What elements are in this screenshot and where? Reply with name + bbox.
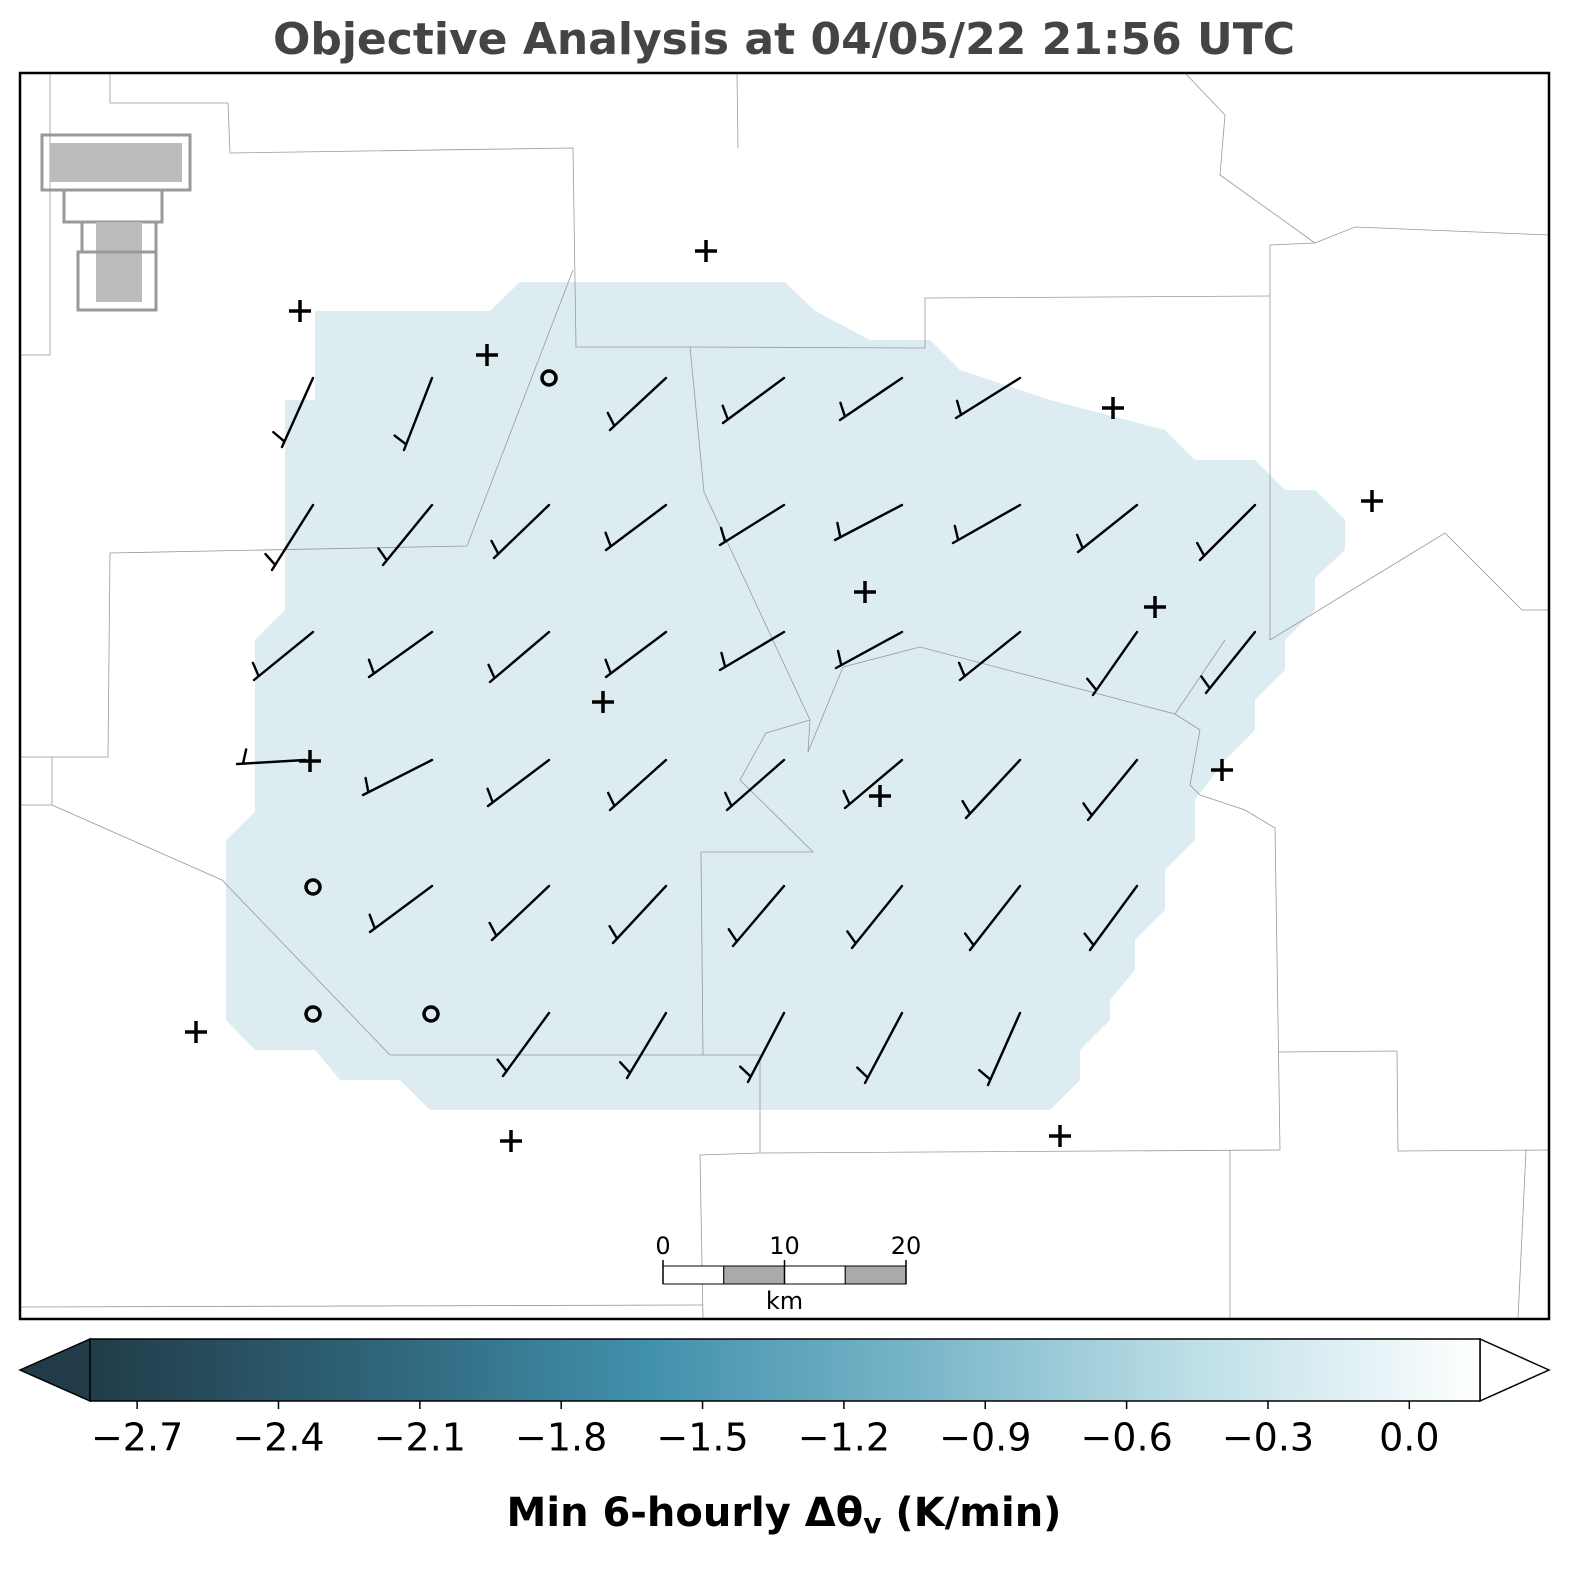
colorbar-tick-label: −1.8 bbox=[515, 1416, 607, 1460]
wind-barb bbox=[833, 503, 904, 542]
colorbar-tick-label: −1.2 bbox=[798, 1416, 890, 1460]
wind-barb bbox=[1195, 503, 1257, 562]
station-plus bbox=[695, 240, 717, 262]
station-plus bbox=[476, 344, 498, 366]
station-plus bbox=[854, 581, 876, 603]
wind-barb bbox=[856, 1011, 904, 1085]
wind-barb bbox=[618, 1011, 668, 1080]
wind-barb bbox=[272, 376, 315, 449]
colorbar-tick-label: −2.7 bbox=[91, 1416, 183, 1460]
wind-barb bbox=[604, 630, 668, 679]
wind-barb bbox=[846, 884, 904, 950]
station-plus bbox=[1144, 596, 1166, 618]
logo bbox=[40, 133, 192, 312]
wind-barb bbox=[1083, 884, 1139, 952]
station-calm bbox=[540, 369, 558, 387]
map: 0 10 20 km bbox=[20, 73, 1549, 1319]
scale-segment bbox=[662, 1265, 725, 1285]
station-calm bbox=[304, 1005, 322, 1023]
colorbar-tick-label: −0.6 bbox=[1080, 1416, 1172, 1460]
analysis-field bbox=[226, 282, 1345, 1110]
wind-barb bbox=[235, 748, 307, 766]
colorbar-tick-label: −0.3 bbox=[1222, 1416, 1314, 1460]
wind-barb bbox=[606, 376, 668, 432]
station-plus bbox=[289, 300, 311, 322]
colorbar: −2.7 −2.4 −2.1 −1.8 −1.5 −1.2 −0.9 −0.6 −0.3 0.0 bbox=[18, 1337, 1551, 1460]
wind-barb bbox=[842, 758, 904, 810]
wind-barb bbox=[606, 758, 668, 812]
wind-barb bbox=[368, 884, 434, 934]
station-plus bbox=[1211, 759, 1233, 781]
wind-barb bbox=[1200, 630, 1257, 695]
wind-barb bbox=[721, 376, 786, 425]
scale-segment bbox=[723, 1265, 785, 1285]
colorbar-tick-label: −1.5 bbox=[656, 1416, 748, 1460]
wind-barb bbox=[961, 758, 1022, 820]
wind-barb bbox=[377, 503, 434, 567]
colorbar-label-subscript: v bbox=[863, 1507, 881, 1540]
wind-barb bbox=[264, 503, 315, 572]
stations bbox=[185, 240, 1383, 1152]
wind-barb bbox=[727, 884, 786, 948]
scale-segment bbox=[784, 1265, 846, 1285]
wind-barb bbox=[724, 758, 786, 812]
scale-tick-label: 20 bbox=[891, 1232, 922, 1260]
station-plus bbox=[185, 1021, 207, 1043]
wind-barb bbox=[393, 376, 434, 452]
wind-barb bbox=[1086, 630, 1139, 697]
scale-unit: km bbox=[766, 1287, 803, 1315]
wind-barb bbox=[954, 376, 1022, 420]
station-plus bbox=[869, 785, 891, 807]
station-plus bbox=[1361, 490, 1383, 512]
scale-bar: 0 10 20 km bbox=[655, 1232, 921, 1315]
colorbar-label-units: (K/min) bbox=[881, 1490, 1061, 1536]
colorbar-tick-label: 0.0 bbox=[1379, 1416, 1439, 1460]
station-plus bbox=[500, 1130, 522, 1152]
scale-tick-label: 10 bbox=[769, 1232, 800, 1260]
wind-barb bbox=[718, 503, 786, 547]
wind-barb bbox=[718, 630, 786, 672]
station-calm bbox=[422, 1005, 440, 1023]
wind-barb bbox=[739, 1011, 786, 1084]
wind-barb bbox=[490, 503, 551, 560]
colorbar-label: Min 6-hourly Δθv (K/min) bbox=[507, 1490, 1062, 1540]
station-plus bbox=[592, 691, 614, 713]
wind-barb bbox=[487, 630, 551, 684]
colorbar-tick-label: −2.1 bbox=[374, 1416, 466, 1460]
wind-barb bbox=[838, 376, 904, 422]
scale-segment bbox=[844, 1265, 907, 1285]
station-calm bbox=[304, 878, 322, 896]
colorbar-extend-low bbox=[18, 1337, 91, 1403]
station-plus bbox=[1049, 1125, 1071, 1147]
colorbar-body bbox=[89, 1338, 1481, 1402]
scale-tick-label: 0 bbox=[655, 1232, 670, 1260]
wind-barb bbox=[963, 884, 1022, 952]
wind-barb bbox=[496, 1011, 551, 1078]
wind-barb bbox=[1075, 503, 1139, 554]
wind-barb bbox=[608, 884, 668, 945]
wind-barb bbox=[488, 884, 551, 942]
wind-barbs bbox=[235, 376, 1257, 1087]
station-plus bbox=[1102, 397, 1124, 419]
wind-barb bbox=[951, 503, 1022, 545]
colorbar-tick-label: −2.4 bbox=[232, 1416, 324, 1460]
county-lines bbox=[20, 73, 1549, 1319]
colorbar-label-main: Min 6-hourly Δθ bbox=[507, 1490, 864, 1536]
wind-barb bbox=[486, 758, 551, 808]
wind-barb bbox=[251, 630, 315, 682]
wind-barb bbox=[604, 503, 668, 552]
wind-barb bbox=[978, 1011, 1022, 1087]
colorbar-tick-label: −0.9 bbox=[939, 1416, 1031, 1460]
title: Objective Analysis at 04/05/22 21:56 UTC bbox=[273, 14, 1295, 65]
wind-barb bbox=[367, 630, 434, 679]
wind-barb bbox=[957, 630, 1022, 682]
wind-barb bbox=[1082, 758, 1139, 822]
colorbar-extend-high bbox=[1479, 1337, 1551, 1403]
station-plus bbox=[299, 750, 321, 772]
wind-barb bbox=[834, 630, 904, 670]
map-frame bbox=[18, 71, 1551, 1321]
wind-barb bbox=[361, 758, 434, 797]
